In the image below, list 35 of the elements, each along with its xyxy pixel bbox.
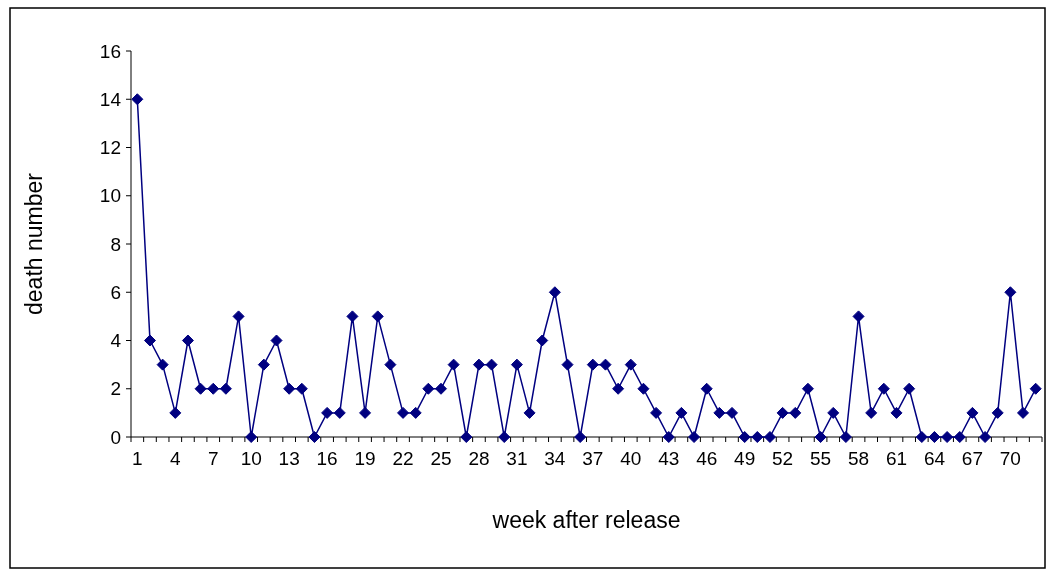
x-tick-label: 43 — [658, 448, 680, 469]
x-tick-label: 64 — [923, 448, 946, 469]
y-tick-label: 12 — [99, 137, 121, 159]
x-tick-label: 52 — [772, 448, 794, 469]
x-tick-label: 67 — [961, 448, 983, 469]
x-tick-label: 37 — [582, 448, 604, 469]
x-tick-label: 55 — [810, 448, 832, 469]
x-tick-label: 1 — [132, 448, 143, 469]
x-tick-label: 46 — [696, 448, 718, 469]
x-tick-label: 61 — [885, 448, 908, 469]
x-tick-label: 40 — [620, 448, 642, 469]
x-tick-label: 58 — [847, 448, 870, 469]
x-tick-label: 10 — [240, 448, 262, 469]
x-tick-label: 22 — [392, 448, 414, 469]
y-tick-label: 16 — [99, 40, 121, 62]
y-tick-label: 0 — [110, 426, 121, 448]
y-tick-label: 8 — [110, 233, 121, 255]
y-tick-label: 14 — [99, 88, 122, 110]
x-axis-title: week after release — [491, 507, 681, 533]
x-tick-label: 28 — [468, 448, 490, 469]
y-tick-label: 4 — [110, 330, 122, 352]
x-tick-label: 31 — [506, 448, 528, 469]
x-tick-label: 7 — [207, 448, 219, 469]
y-tick-label: 2 — [110, 378, 121, 400]
x-tick-label: 4 — [170, 448, 181, 469]
y-tick-label: 10 — [99, 185, 121, 207]
y-tick-label: 6 — [110, 281, 121, 303]
x-tick-label: 13 — [278, 448, 300, 469]
y-axis-title: death number — [21, 172, 47, 315]
x-tick-label: 70 — [999, 448, 1021, 469]
x-tick-label: 25 — [430, 448, 452, 469]
x-tick-label: 34 — [544, 448, 566, 469]
x-tick-label: 16 — [316, 448, 338, 469]
x-tick-label: 49 — [734, 448, 756, 469]
x-tick-label: 19 — [354, 448, 376, 469]
